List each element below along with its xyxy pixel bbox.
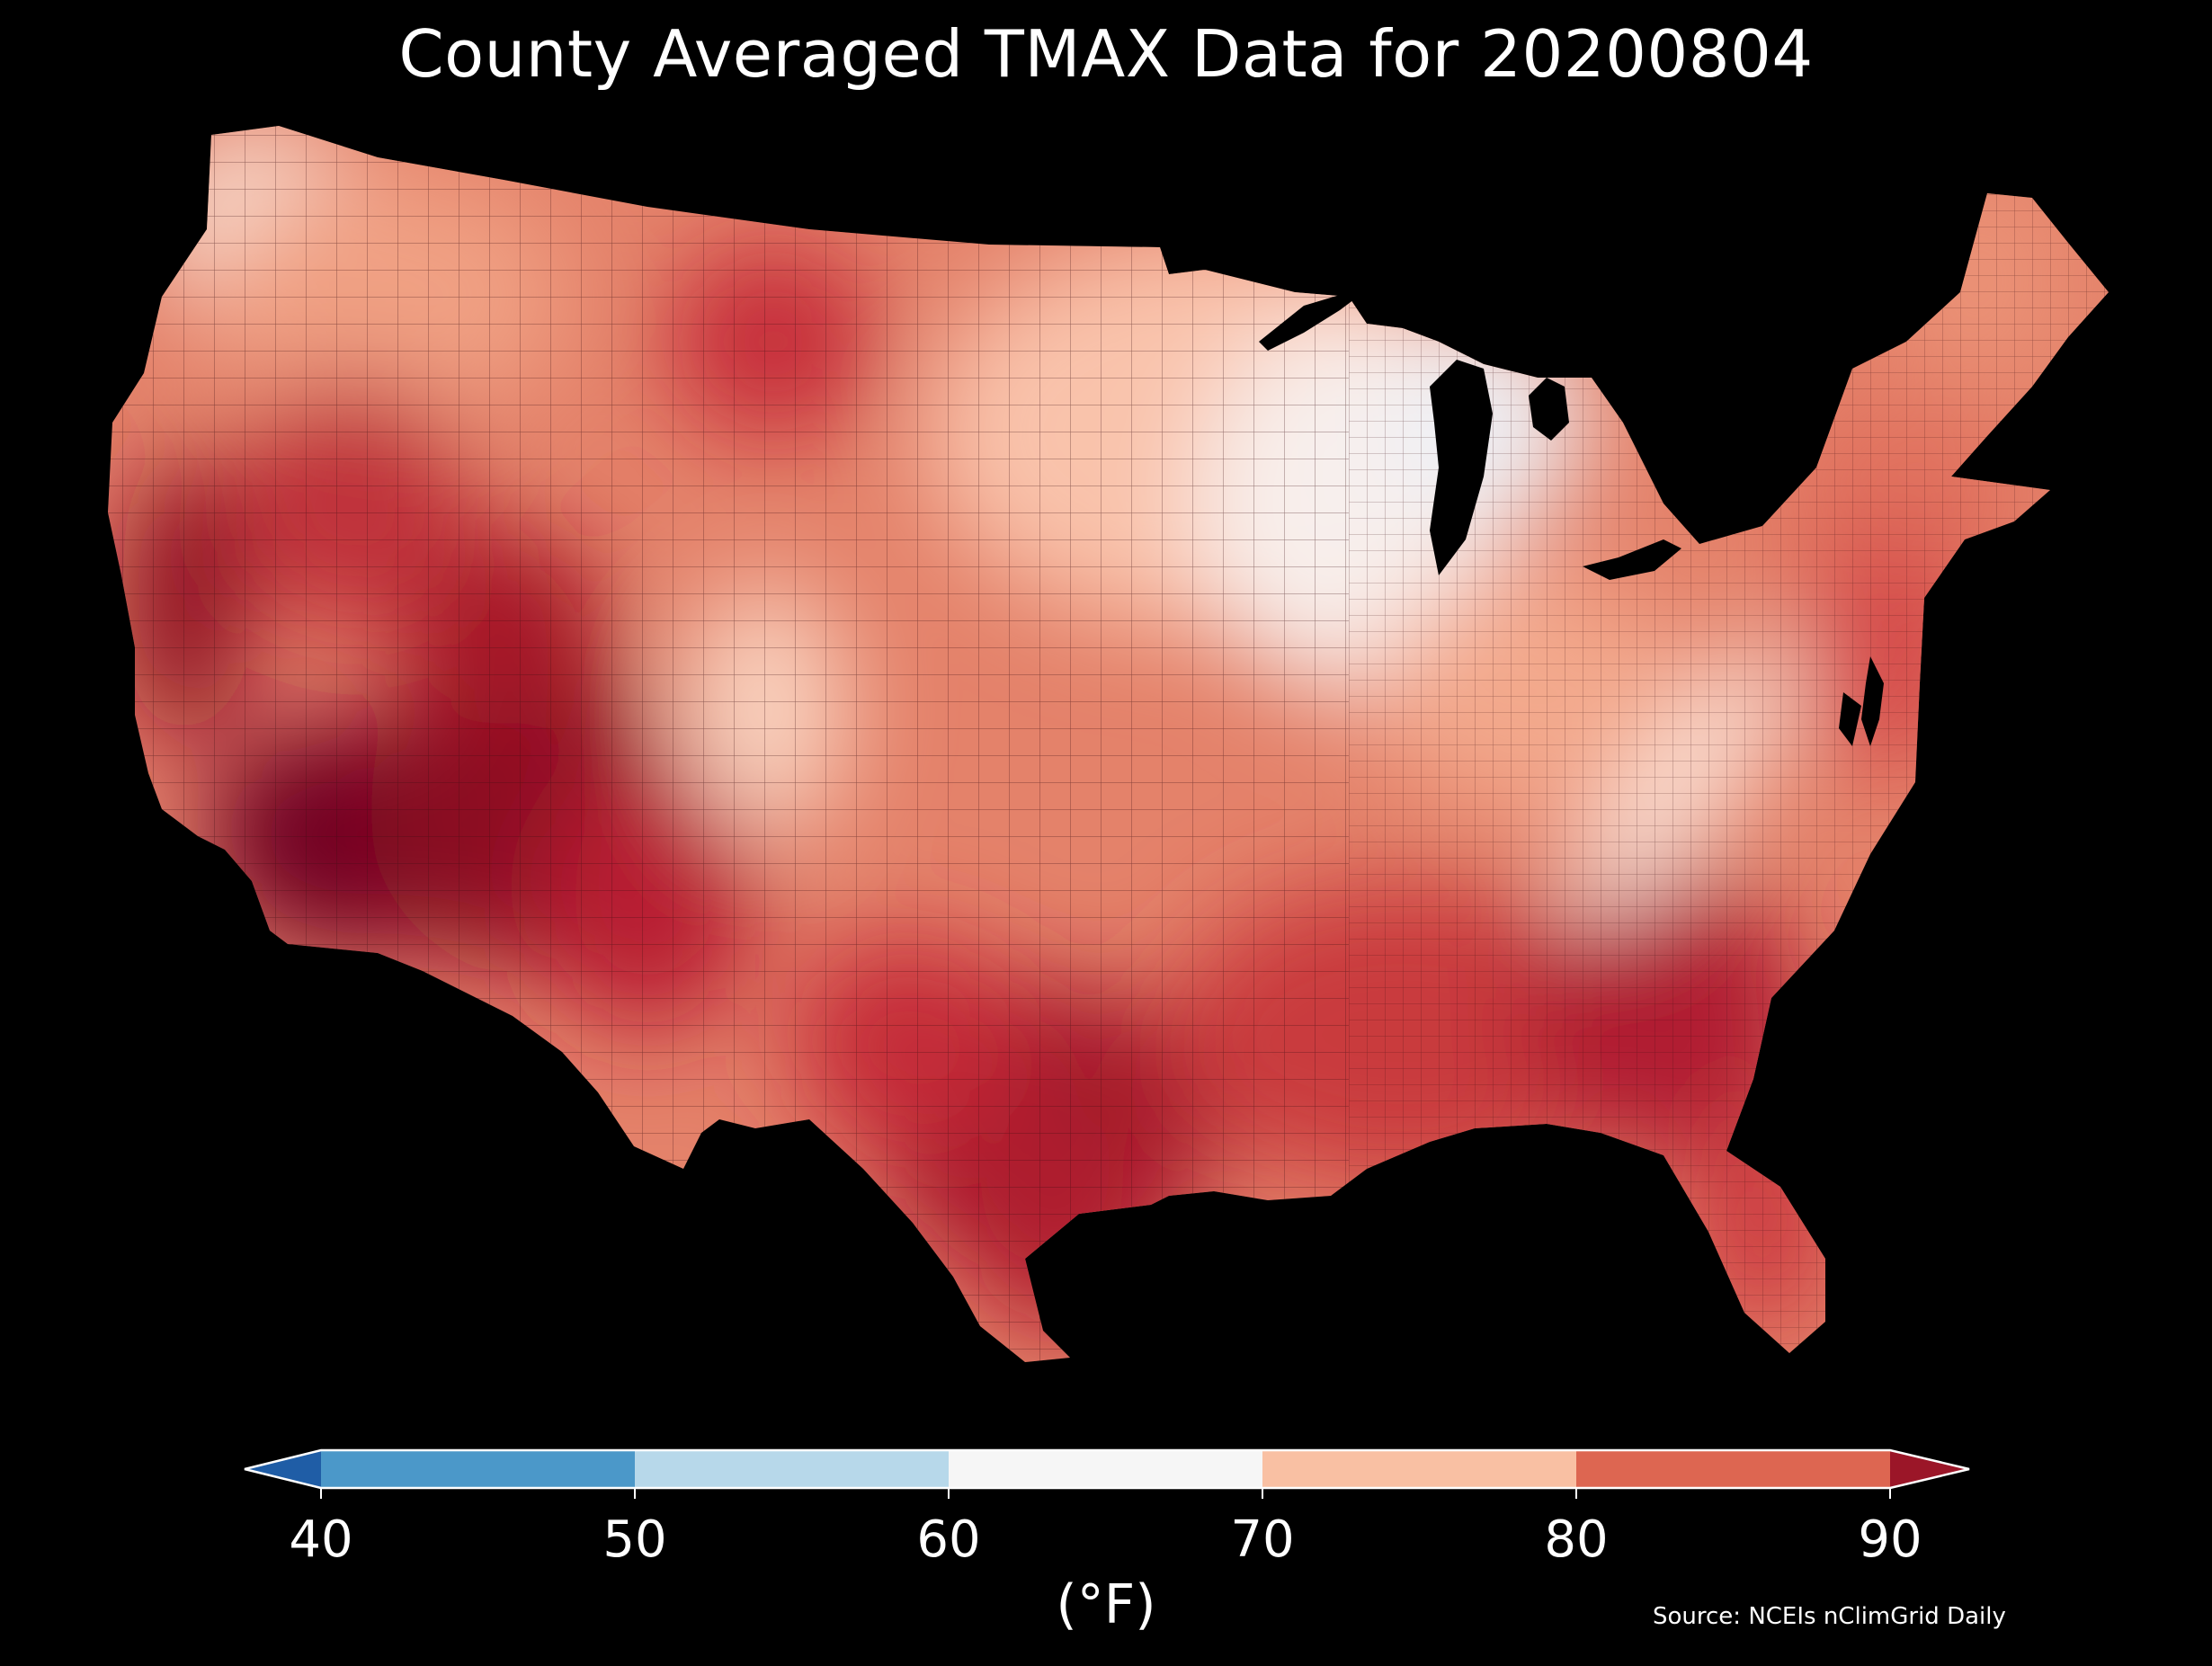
colorbar-bin bbox=[321, 1450, 636, 1488]
colorbar-unit-label: (°F) bbox=[1056, 1573, 1156, 1636]
colorbar-tick-label: 70 bbox=[1230, 1510, 1295, 1569]
colorbar-bin bbox=[1890, 1450, 1969, 1488]
colorbar-tick-label: 90 bbox=[1858, 1510, 1922, 1569]
colorbar-tick-label: 80 bbox=[1544, 1510, 1609, 1569]
colorbar-bin bbox=[245, 1450, 321, 1488]
colorbar-tick-label: 50 bbox=[602, 1510, 667, 1569]
colorbar-bin bbox=[949, 1450, 1263, 1488]
colorbar-bin bbox=[635, 1450, 950, 1488]
source-credit: Source: NCEIs nClimGrid Daily bbox=[1653, 1603, 2006, 1630]
colorbar-tick-label: 40 bbox=[289, 1510, 353, 1569]
colorbar-bin bbox=[1576, 1450, 1891, 1488]
page-title: County Averaged TMAX Data for 20200804 bbox=[398, 16, 1814, 92]
great-lakes bbox=[1259, 283, 1780, 580]
colorbar-bin bbox=[1262, 1450, 1577, 1488]
colorbar-tick-label: 60 bbox=[916, 1510, 981, 1569]
